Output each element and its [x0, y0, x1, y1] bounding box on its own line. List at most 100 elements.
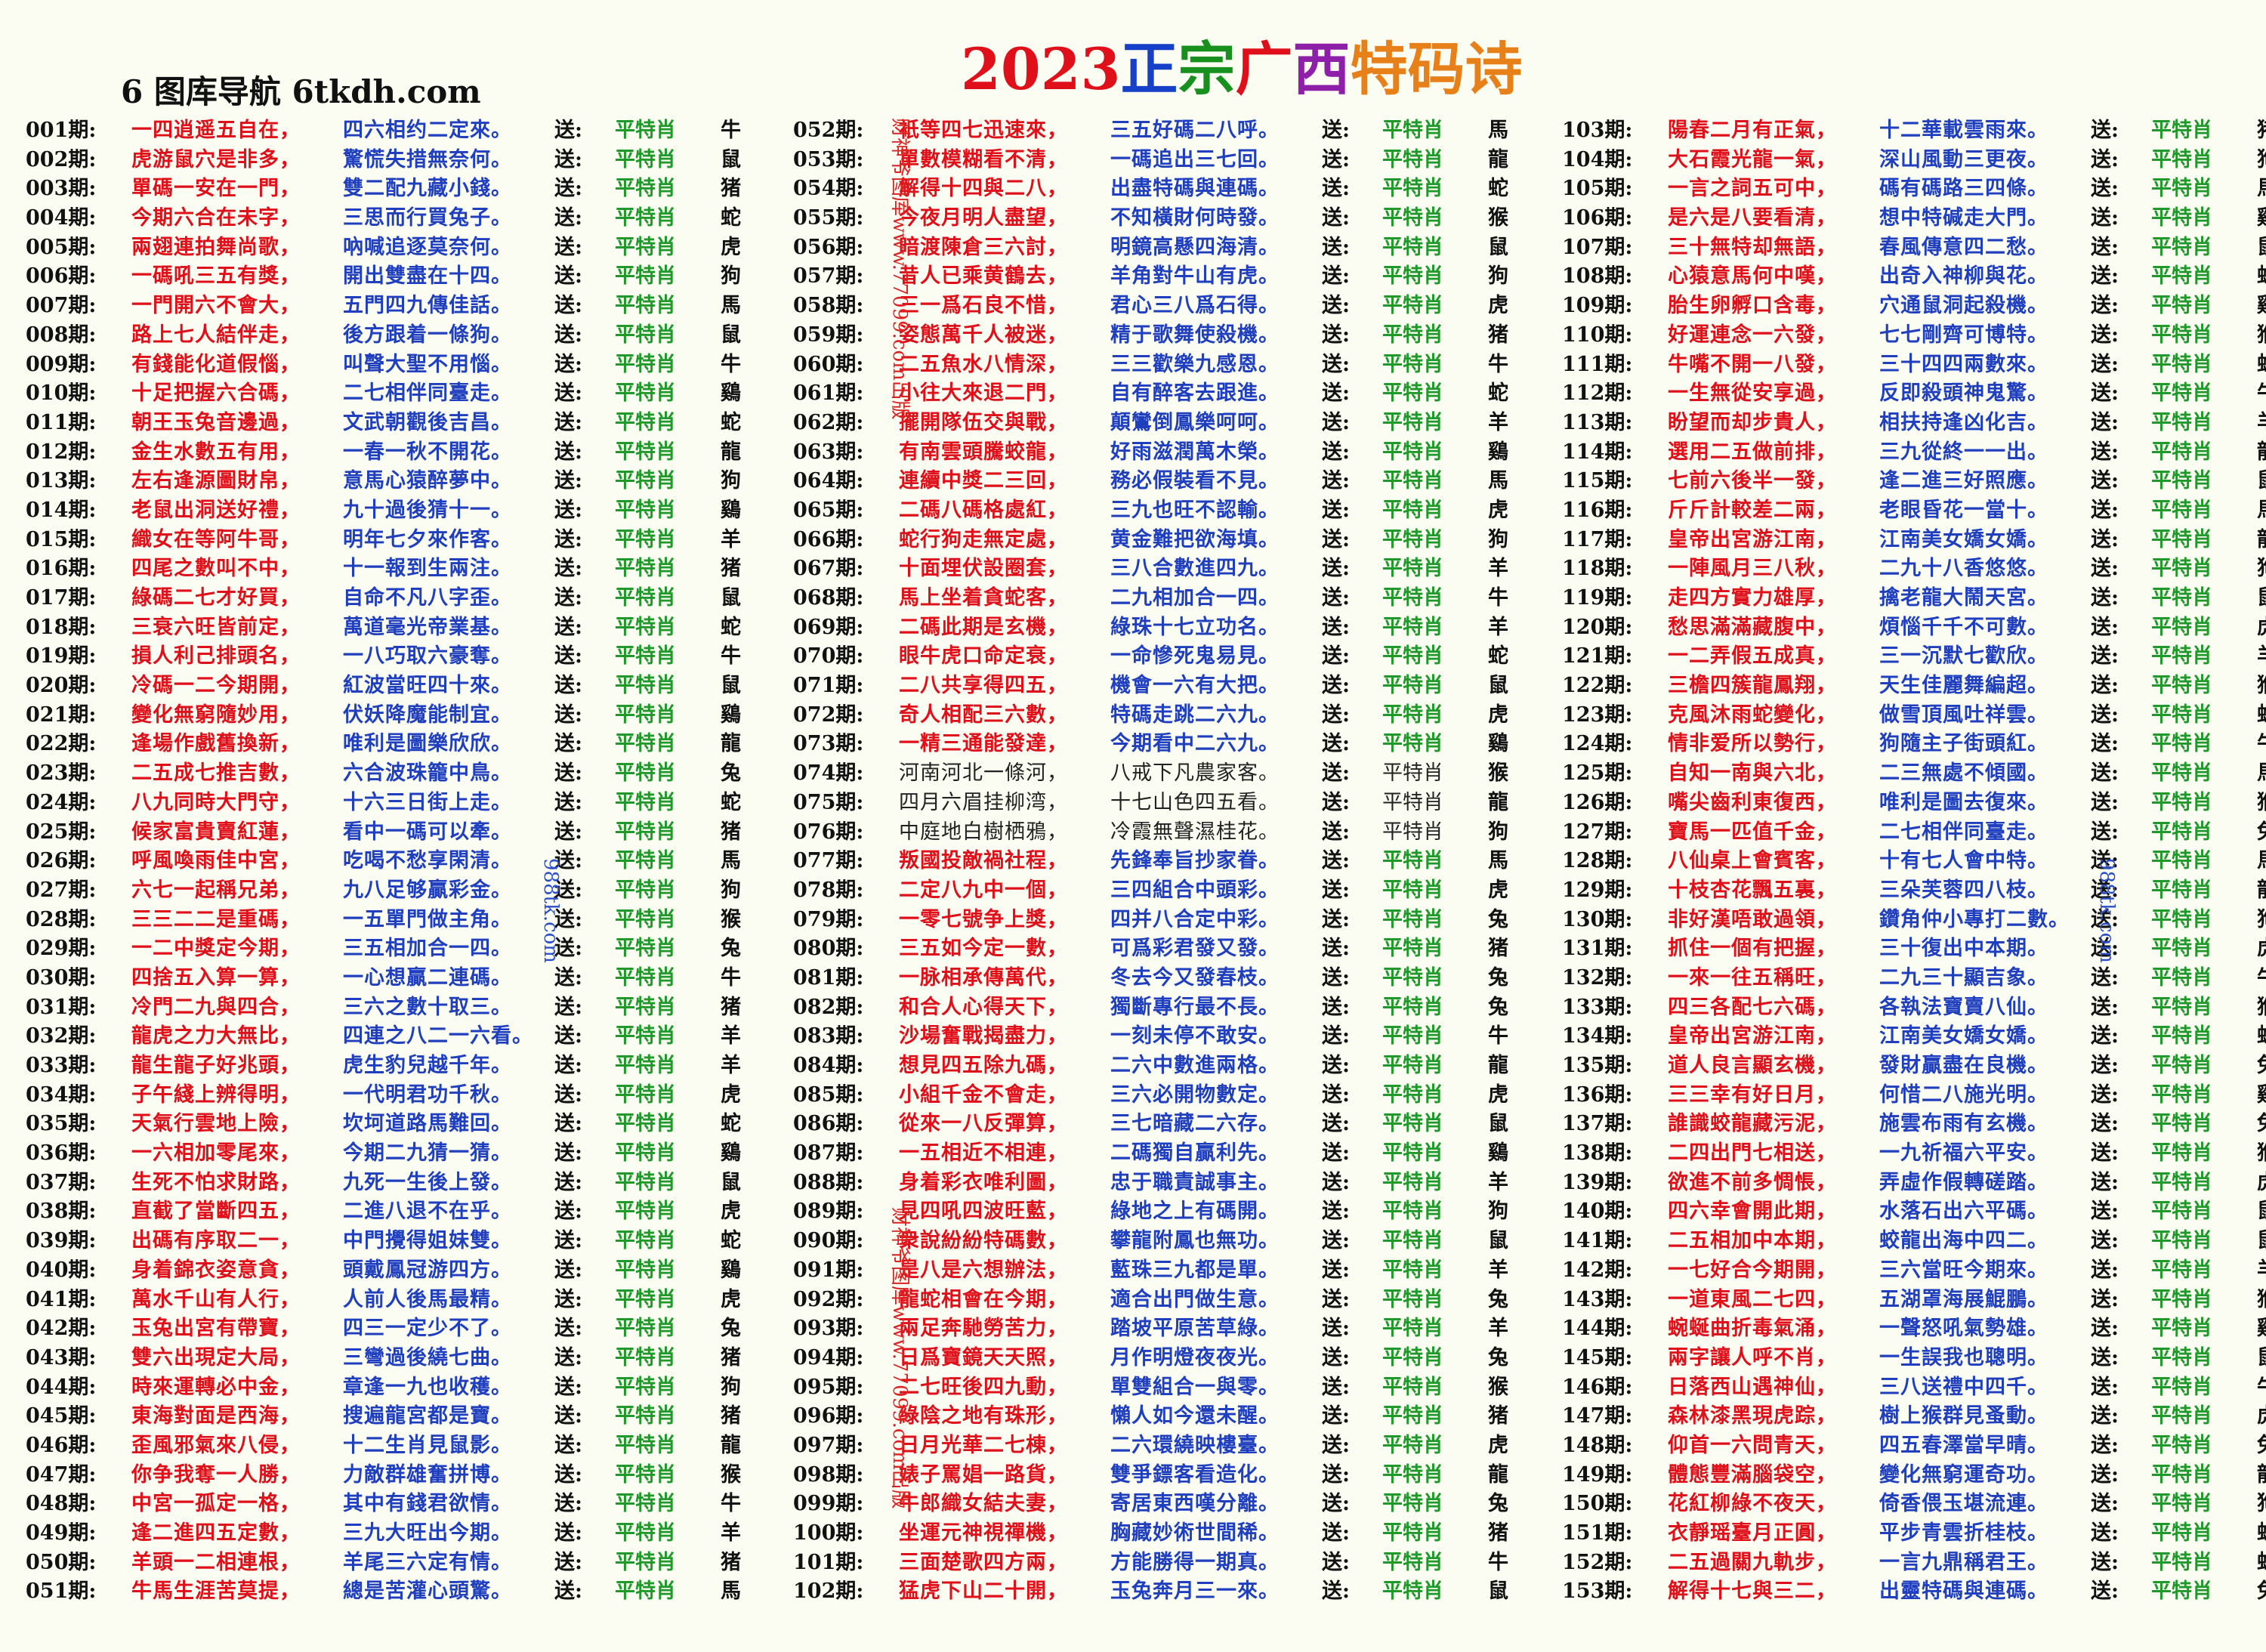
poem-line-1: 三三二二是重碼，: [131, 907, 301, 931]
poem-line-1: 擺開隊伍交與戰，: [899, 410, 1068, 434]
zodiac: 蛇: [721, 790, 741, 814]
zodiac: 鷄: [721, 702, 741, 727]
poem-line-2: 三朵芙蓉四八枝。: [1879, 878, 2048, 902]
poem-row: 087期: 一五相近不相連， 二碼獨自贏利先。 送: 平特肖 鷄: [793, 1139, 1556, 1169]
poem-line-2: 五門四九傳佳話。: [343, 294, 512, 318]
poem-line-2: 綠珠十七立功名。: [1110, 615, 1280, 639]
issue-number: 049期:: [26, 1521, 97, 1545]
pingte-label: 平特肖: [2151, 732, 2212, 756]
poem-row: 077期: 叛國投敵禍社程， 先鋒奉旨抄家眷。 送: 平特肖 馬: [793, 847, 1556, 876]
zodiac: 龍: [2257, 876, 2266, 906]
issue-number: 078期:: [793, 878, 864, 902]
pingte-label: 平特肖: [2151, 147, 2212, 171]
poem-line-1: 仰首一六問青天，: [1668, 1433, 1837, 1457]
pingte-label: 平特肖: [1382, 498, 1443, 522]
issue-number: 086期:: [793, 1112, 864, 1136]
issue-number: 114期:: [1562, 440, 1633, 464]
send-label: 送:: [2091, 1258, 2119, 1282]
poem-line-1: 單數模糊看不清，: [899, 147, 1068, 171]
pingte-label: 平特肖: [2151, 352, 2212, 376]
send-label: 送:: [554, 264, 582, 289]
zodiac: 蛇: [721, 615, 741, 639]
pingte-label: 平特肖: [1382, 907, 1443, 931]
pingte-label: 平特肖: [2151, 849, 2212, 873]
poem-row: 132期: 一來一往五稱旺， 二九三十顯吉象。 送: 平特肖 牛: [1562, 964, 2266, 993]
poem-row: 094期: 日爲寶鏡天天照， 月作明燈夜夜光。 送: 平特肖 兔: [793, 1344, 1556, 1373]
send-label: 送:: [1322, 965, 1350, 990]
zodiac: 羊: [1488, 1317, 1508, 1341]
poem-line-2: 三八合數進四九。: [1110, 557, 1280, 581]
poem-row: 137期: 誰識蛟龍藏污泥， 施雲布雨有玄機。 送: 平特肖 兔: [1562, 1110, 2266, 1139]
issue-number: 075期:: [793, 790, 864, 814]
poem-line-2: 三八送禮中四千。: [1879, 1375, 2048, 1399]
poem-line-1: 小往大來退二門，: [899, 381, 1068, 406]
send-label: 送:: [1322, 674, 1350, 698]
poem-line-2: 三六之數十取三。: [343, 995, 512, 1019]
pingte-label: 平特肖: [2151, 557, 2212, 581]
zodiac: 兔: [1488, 1492, 1508, 1516]
poem-line-1: 金生水數五有用，: [131, 440, 301, 464]
send-label: 送:: [554, 1054, 582, 1077]
zodiac: 鼠: [2257, 1344, 2266, 1373]
send-label: 送:: [1322, 586, 1350, 610]
issue-number: 121期:: [1562, 644, 1633, 669]
pingte-label: 平特肖: [2151, 995, 2212, 1019]
poem-row: 006期: 一碼吼三五有獎， 開出雙盡在十四。 送: 平特肖 狗: [26, 262, 789, 292]
zodiac: 牛: [721, 1492, 741, 1516]
zodiac: 猴: [721, 907, 741, 931]
poem-line-2: 雙二配九藏小錢。: [343, 177, 512, 201]
poem-line-1: 日落西山遇神仙，: [1668, 1375, 1837, 1399]
poem-line-1: 抓住一個有把握，: [1668, 937, 1837, 961]
issue-number: 041期:: [26, 1287, 97, 1311]
pingte-label: 平特肖: [1382, 381, 1443, 406]
poem-line-2: 叫聲大聖不用惱。: [343, 352, 512, 376]
send-label: 送:: [2091, 878, 2119, 902]
pingte-label: 平特肖: [1382, 352, 1443, 376]
title-char-1: 正: [1120, 36, 1178, 103]
pingte-label: 平特肖: [1382, 849, 1443, 873]
poem-line-2: 弄虛作假轉磋踏。: [1879, 1170, 2048, 1194]
zodiac: 兔: [721, 937, 741, 961]
send-label: 送:: [1322, 381, 1350, 406]
pingte-label: 平特肖: [1382, 527, 1443, 551]
poem-line-2: 力敵群雄奮拼博。: [343, 1462, 512, 1487]
pingte-label: 平特肖: [615, 410, 676, 434]
send-label: 送:: [1322, 732, 1350, 756]
zodiac: 馬: [721, 1579, 741, 1604]
poem-line-2: 一命慘死鬼易見。: [1110, 644, 1280, 669]
poem-line-2: 九十過後猜十一。: [343, 498, 512, 522]
poem-line-2: 開出雙盡在十四。: [343, 264, 512, 289]
zodiac: 牛: [1488, 1024, 1508, 1048]
pingte-label: 平特肖: [615, 498, 676, 522]
send-label: 送:: [1322, 177, 1350, 201]
send-label: 送:: [554, 1462, 582, 1487]
poem-line-2: 可爲彩君發又發。: [1110, 937, 1280, 961]
watermark-mid: 988tk.com: [539, 858, 562, 963]
issue-number: 027期:: [26, 878, 97, 902]
send-label: 送:: [2091, 381, 2119, 406]
zodiac: 羊: [2257, 1256, 2266, 1286]
zodiac: 鼠: [1488, 1579, 1508, 1604]
zodiac: 鼠: [721, 586, 741, 610]
send-label: 送:: [554, 849, 582, 873]
pingte-label: 平特肖: [2151, 1404, 2212, 1428]
pingte-label: 平特肖: [615, 1433, 676, 1457]
send-label: 送:: [1322, 498, 1350, 522]
poem-line-1: 織女在等阿牛哥，: [131, 527, 301, 551]
poem-row: 002期: 虎游鼠穴是非多， 驚慌失措無奈何。 送: 平特肖 鼠: [26, 146, 789, 175]
send-label: 送:: [1322, 469, 1350, 493]
pingte-label: 平特肖: [1382, 1433, 1443, 1457]
pingte-label: 平特肖: [2151, 235, 2212, 259]
poem-line-1: 一五相近不相連，: [899, 1141, 1068, 1166]
poem-line-2: 中門攪得姐妹雙。: [343, 1229, 512, 1253]
poem-row: 128期: 八仙桌上會賓客， 十有七人會中特。 送: 平特肖 馬: [1562, 847, 2266, 876]
pingte-label: 平特肖: [615, 1024, 676, 1048]
pingte-label: 平特肖: [2151, 1082, 2212, 1107]
pingte-label: 平特肖: [2151, 410, 2212, 434]
zodiac: 馬: [721, 294, 741, 318]
poem-line-2: 擒老龍大鬧天宮。: [1879, 586, 2048, 610]
issue-number: 130期:: [1562, 907, 1633, 931]
poem-line-1: 二七旺後四九動，: [899, 1375, 1068, 1399]
issue-number: 146期:: [1562, 1375, 1633, 1399]
poem-line-1: 情非爱所以勢行，: [1668, 732, 1837, 756]
